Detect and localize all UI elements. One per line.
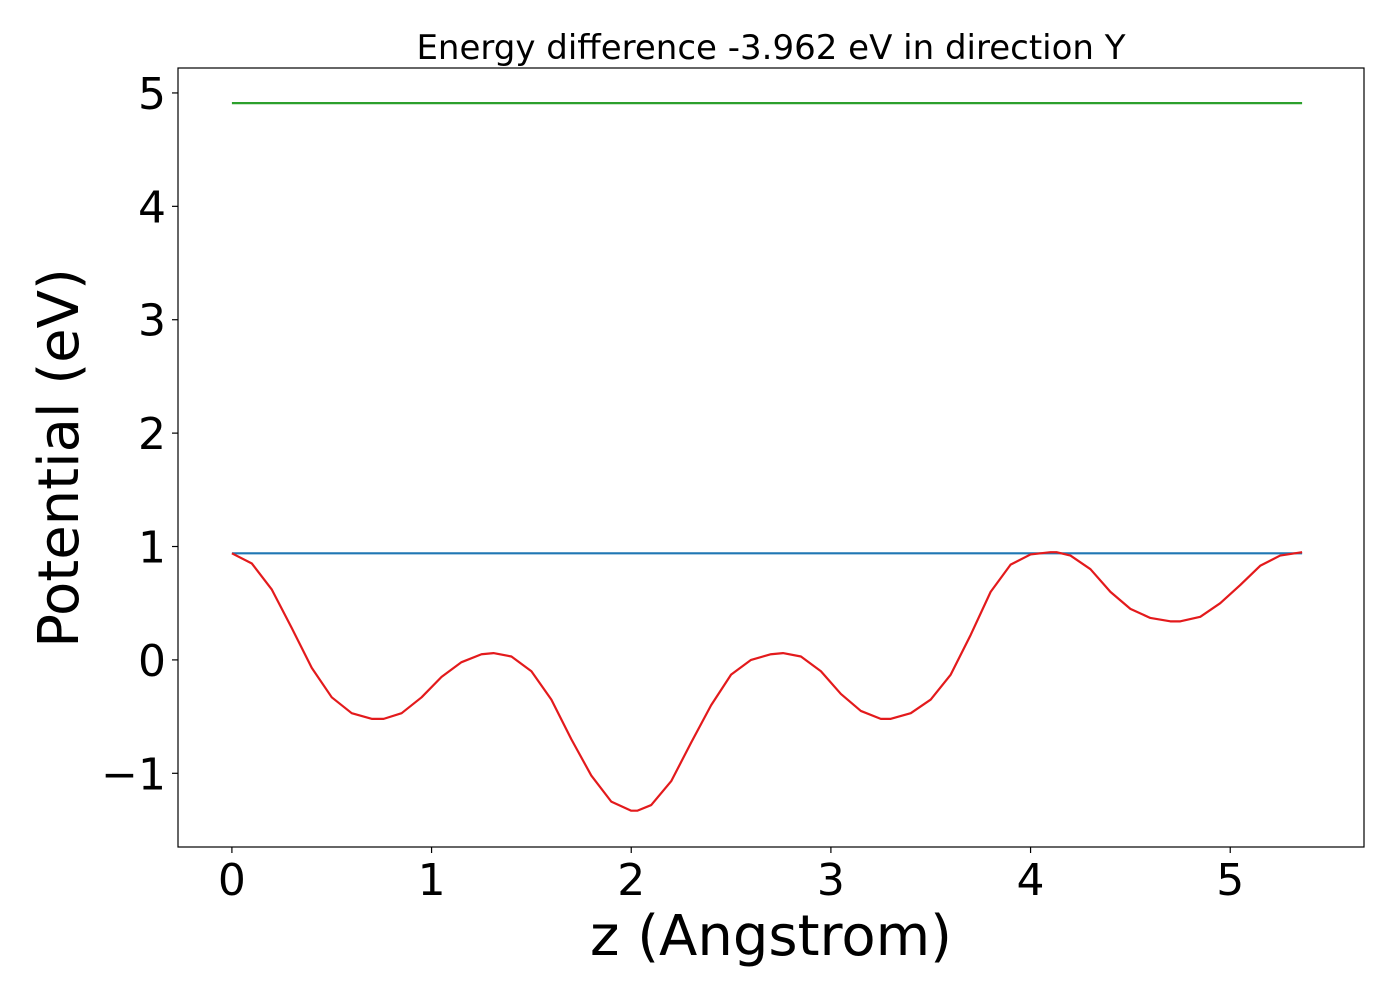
- y-tick-label: 5: [138, 69, 166, 120]
- y-axis-title: Potential (eV): [27, 268, 92, 648]
- y-tick-label: 1: [138, 523, 166, 574]
- x-tick-label: 2: [617, 855, 645, 906]
- x-tick-label: 3: [817, 855, 845, 906]
- series-line-3: [231, 551, 1303, 812]
- x-axis-title: z (Angstrom): [590, 904, 952, 969]
- y-tick-label: 2: [138, 409, 166, 460]
- x-tick-label: 1: [418, 855, 446, 906]
- chart-title: Energy difference -3.962 eV in direction…: [416, 28, 1125, 68]
- y-tick-label: 0: [138, 636, 166, 687]
- x-tick-label: 0: [218, 855, 246, 906]
- plot-frame: [177, 67, 1365, 848]
- ticks-layer: 0 1 2 3 4 5 −1 0 1 2 3 4 5: [101, 69, 1244, 906]
- x-tick-label: 5: [1216, 855, 1244, 906]
- y-tick-label: 4: [138, 182, 166, 233]
- series-layer: [231, 102, 1303, 812]
- y-tick-label: −1: [101, 749, 166, 800]
- x-tick-label: 4: [1017, 855, 1045, 906]
- y-tick-label: 3: [138, 296, 166, 347]
